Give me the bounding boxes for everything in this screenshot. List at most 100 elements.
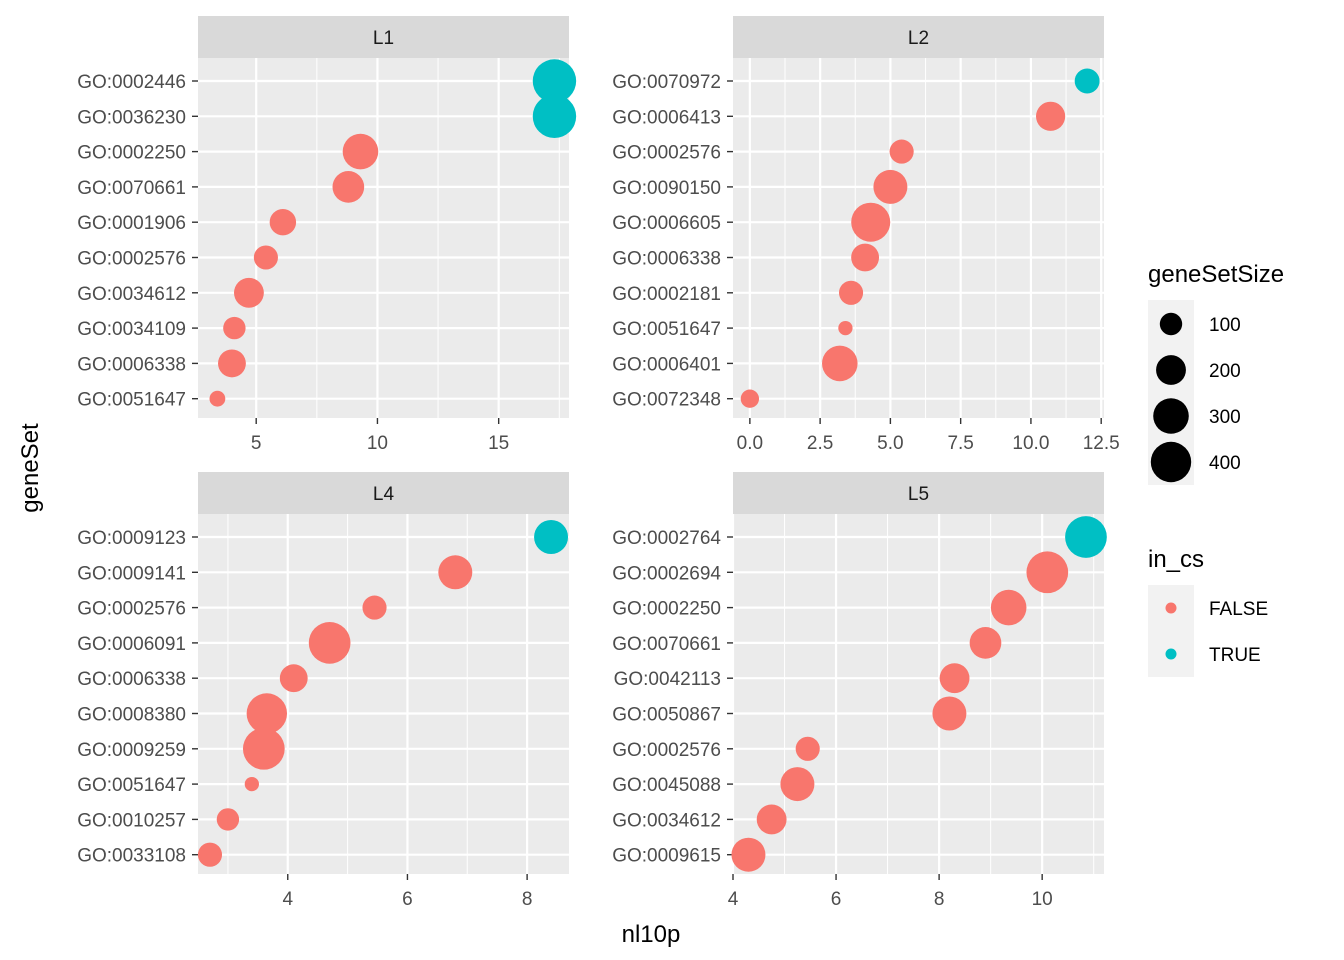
size-legend-key [1156, 355, 1186, 385]
data-point [244, 776, 259, 792]
facet-strip [198, 472, 569, 514]
data-point [1026, 551, 1069, 594]
y-tick-label: GO:0002576 [77, 599, 186, 620]
panel-background [198, 58, 569, 418]
panel-l5: L5 4 6 8 10 GO:0002764 GO:0002694 GO:0002250 GO:… [612, 472, 1107, 910]
panel-l1: L1 5 10 15 GO:0002446 GO:0036230 GO:0002250 GO:… [77, 16, 577, 454]
data-point [756, 804, 787, 835]
data-point [969, 627, 1002, 659]
data-point [939, 663, 970, 694]
x-tick-label: 6 [402, 889, 413, 910]
color-legend-label: TRUE [1209, 645, 1261, 666]
y-tick-label: GO:0051647 [77, 390, 186, 411]
x-tick-label: 6 [831, 889, 842, 910]
y-tick-label: GO:0009615 [612, 846, 721, 867]
y-tick-label: GO:0001906 [77, 213, 186, 234]
data-point [233, 277, 264, 308]
y-tick-label: GO:0002576 [612, 143, 721, 164]
y-tick-label: GO:0009123 [77, 528, 186, 549]
y-tick-label: GO:0009141 [77, 563, 186, 584]
color-legend-key [1165, 602, 1177, 614]
y-tick-label: GO:0006338 [77, 354, 186, 375]
size-legend-key [1150, 441, 1192, 483]
x-tick-label: 8 [934, 889, 945, 910]
y-tick-label: GO:0033108 [77, 846, 186, 867]
x-tick-label: 8 [522, 889, 533, 910]
data-point [242, 727, 285, 770]
y-tick-label: GO:0002446 [77, 72, 186, 93]
data-point [851, 243, 880, 272]
data-point [731, 837, 766, 872]
data-point [197, 842, 223, 867]
panel-l4: L4 4 6 8 GO:0009123 GO:0009141 GO:0002576 GO:00… [77, 472, 569, 910]
facet-strip [733, 16, 1104, 58]
data-point [269, 208, 297, 236]
size-legend-label: 100 [1209, 315, 1241, 336]
y-axis-title: geneSet [17, 423, 44, 513]
y-tick-label: GO:0006091 [77, 634, 186, 655]
data-point [438, 555, 473, 590]
y-tick-label: GO:0002694 [612, 563, 721, 584]
size-legend-label: 200 [1209, 361, 1241, 382]
y-tick-label: GO:0034612 [77, 284, 186, 305]
legends: geneSetSize in_cs 100 200 300 400 FALSE TRUE [1148, 261, 1284, 677]
data-point [308, 622, 351, 664]
data-point [332, 171, 365, 203]
x-axis-title: nl10p [622, 921, 681, 948]
x-tick-label: 5.0 [877, 433, 903, 454]
y-tick-label: GO:0008380 [77, 705, 186, 726]
data-point [1065, 516, 1107, 558]
size-legend-label: 400 [1209, 453, 1241, 474]
y-tick-label: GO:0009259 [77, 740, 186, 761]
x-tick-label: 2.5 [807, 433, 833, 454]
y-tick-label: GO:0090150 [612, 178, 721, 199]
data-point [851, 202, 891, 242]
size-legend-label: 300 [1209, 407, 1241, 428]
facet-strip-label: L4 [373, 484, 395, 505]
y-tick-label: GO:0070661 [77, 178, 186, 199]
data-point [932, 696, 967, 731]
panel-l2: L2 0.0 2.5 5.0 7.5 10.0 12.5 GO:0070972 GO:00064… [612, 16, 1120, 454]
data-point [780, 767, 815, 802]
y-tick-label: GO:0002250 [612, 599, 721, 620]
data-point [822, 345, 858, 382]
y-tick-label: GO:0070972 [612, 72, 721, 93]
data-point [873, 169, 908, 204]
size-legend-key [1159, 312, 1183, 336]
y-tick-label: GO:0072348 [612, 390, 721, 411]
data-point [362, 595, 387, 620]
size-legend-title: geneSetSize [1148, 261, 1284, 288]
y-tick-label: GO:0051647 [612, 319, 721, 340]
x-tick-label: 10 [1032, 889, 1053, 910]
y-tick-label: GO:0002181 [612, 284, 721, 305]
facet-strip-label: L2 [908, 28, 929, 49]
facet-strip-label: L5 [908, 484, 929, 505]
y-tick-label: GO:0036230 [77, 107, 186, 128]
data-point [838, 280, 864, 305]
y-tick-label: GO:0050867 [612, 705, 721, 726]
y-tick-label: GO:0006338 [612, 249, 721, 270]
y-tick-label: GO:0006338 [77, 669, 186, 690]
y-tick-label: GO:0070661 [612, 634, 721, 655]
data-point [534, 520, 569, 554]
color-legend-keys [1148, 585, 1194, 677]
y-tick-label: GO:0002250 [77, 143, 186, 164]
data-point [216, 808, 240, 831]
y-tick-label: GO:0034109 [77, 319, 186, 340]
x-tick-label: 15 [488, 433, 509, 454]
data-point [1035, 101, 1066, 131]
panel-background [198, 514, 569, 874]
y-tick-label: GO:0002576 [612, 740, 721, 761]
y-tick-label: GO:0010257 [77, 810, 186, 831]
y-tick-label: GO:0045088 [612, 775, 721, 796]
data-point [279, 664, 308, 693]
x-tick-label: 0.0 [737, 433, 763, 454]
facet-strip [733, 472, 1104, 514]
y-tick-label: GO:0006401 [612, 354, 721, 375]
x-tick-label: 12.5 [1083, 433, 1120, 454]
data-point [209, 390, 226, 407]
data-point [889, 139, 914, 164]
data-point [740, 389, 760, 408]
x-tick-label: 7.5 [947, 433, 973, 454]
data-point [795, 736, 820, 761]
